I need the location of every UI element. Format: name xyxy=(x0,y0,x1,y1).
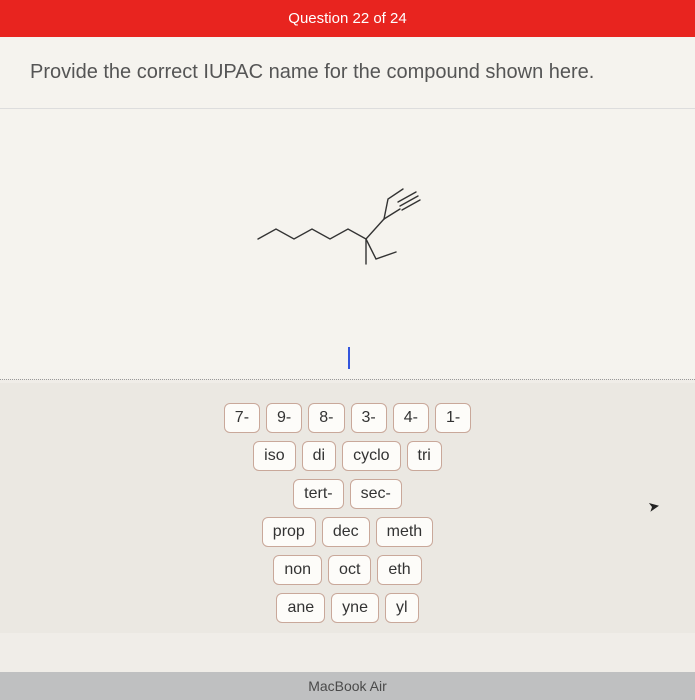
question-header: Question 22 of 24 xyxy=(0,0,695,37)
tile-iso[interactable]: iso xyxy=(253,441,295,471)
tile-oct[interactable]: oct xyxy=(328,555,371,585)
tile-cyclo[interactable]: cyclo xyxy=(342,441,400,471)
molecule-structure xyxy=(248,174,448,314)
tile-tert[interactable]: tert- xyxy=(293,479,343,509)
tile-8[interactable]: 8- xyxy=(308,403,344,433)
tile-eth[interactable]: eth xyxy=(377,555,421,585)
tile-9[interactable]: 9- xyxy=(266,403,302,433)
tile-7[interactable]: 7- xyxy=(224,403,260,433)
tile-di[interactable]: di xyxy=(302,441,336,471)
tile-row-4: non oct eth xyxy=(273,555,421,585)
tile-dec[interactable]: dec xyxy=(322,517,370,547)
tile-row-5: ane yne yl xyxy=(276,593,418,623)
tile-row-3: prop dec meth xyxy=(262,517,433,547)
tile-1[interactable]: 1- xyxy=(435,403,471,433)
question-prompt: Provide the correct IUPAC name for the c… xyxy=(0,37,695,109)
tile-3[interactable]: 3- xyxy=(351,403,387,433)
tile-yl[interactable]: yl xyxy=(385,593,419,623)
tile-sec[interactable]: sec- xyxy=(350,479,402,509)
question-counter: Question 22 of 24 xyxy=(288,10,406,27)
tile-non[interactable]: non xyxy=(273,555,322,585)
tile-tri[interactable]: tri xyxy=(407,441,442,471)
molecule-display xyxy=(0,109,695,379)
device-label: MacBook Air xyxy=(308,678,387,694)
tile-row-1: iso di cyclo tri xyxy=(253,441,442,471)
text-cursor xyxy=(348,347,350,369)
answer-tiles-area: 7- 9- 8- 3- 4- 1- iso di cyclo tri tert-… xyxy=(0,383,695,633)
tile-4[interactable]: 4- xyxy=(393,403,429,433)
device-footer: MacBook Air xyxy=(0,672,695,700)
tile-ane[interactable]: ane xyxy=(276,593,325,623)
question-text-content: Provide the correct IUPAC name for the c… xyxy=(30,61,594,83)
tile-meth[interactable]: meth xyxy=(376,517,434,547)
tile-row-0: 7- 9- 8- 3- 4- 1- xyxy=(224,403,471,433)
tile-row-2: tert- sec- xyxy=(293,479,402,509)
tile-prop[interactable]: prop xyxy=(262,517,316,547)
tile-yne[interactable]: yne xyxy=(331,593,379,623)
